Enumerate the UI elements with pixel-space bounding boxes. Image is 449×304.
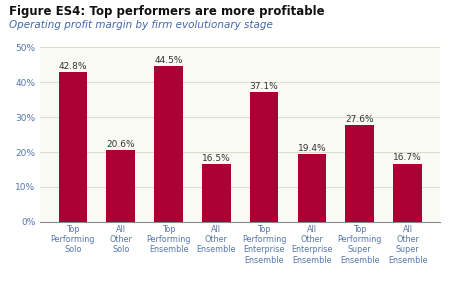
Bar: [298, 154, 326, 222]
Bar: [393, 164, 422, 222]
Text: 42.8%: 42.8%: [59, 62, 87, 71]
Text: Operating profit margin by firm evolutionary stage: Operating profit margin by firm evolutio…: [9, 20, 273, 30]
Text: 20.6%: 20.6%: [106, 140, 135, 149]
Text: 19.4%: 19.4%: [298, 144, 326, 153]
Bar: [250, 92, 278, 222]
Bar: [154, 66, 183, 222]
Text: Figure ES4: Top performers are more profitable: Figure ES4: Top performers are more prof…: [9, 5, 325, 18]
Text: 16.7%: 16.7%: [393, 153, 422, 162]
Text: 27.6%: 27.6%: [345, 115, 374, 124]
Bar: [58, 72, 87, 222]
Bar: [202, 164, 231, 222]
Text: 16.5%: 16.5%: [202, 154, 231, 163]
Text: 37.1%: 37.1%: [250, 82, 278, 91]
Bar: [106, 150, 135, 222]
Text: 44.5%: 44.5%: [154, 56, 183, 65]
Bar: [345, 126, 374, 222]
